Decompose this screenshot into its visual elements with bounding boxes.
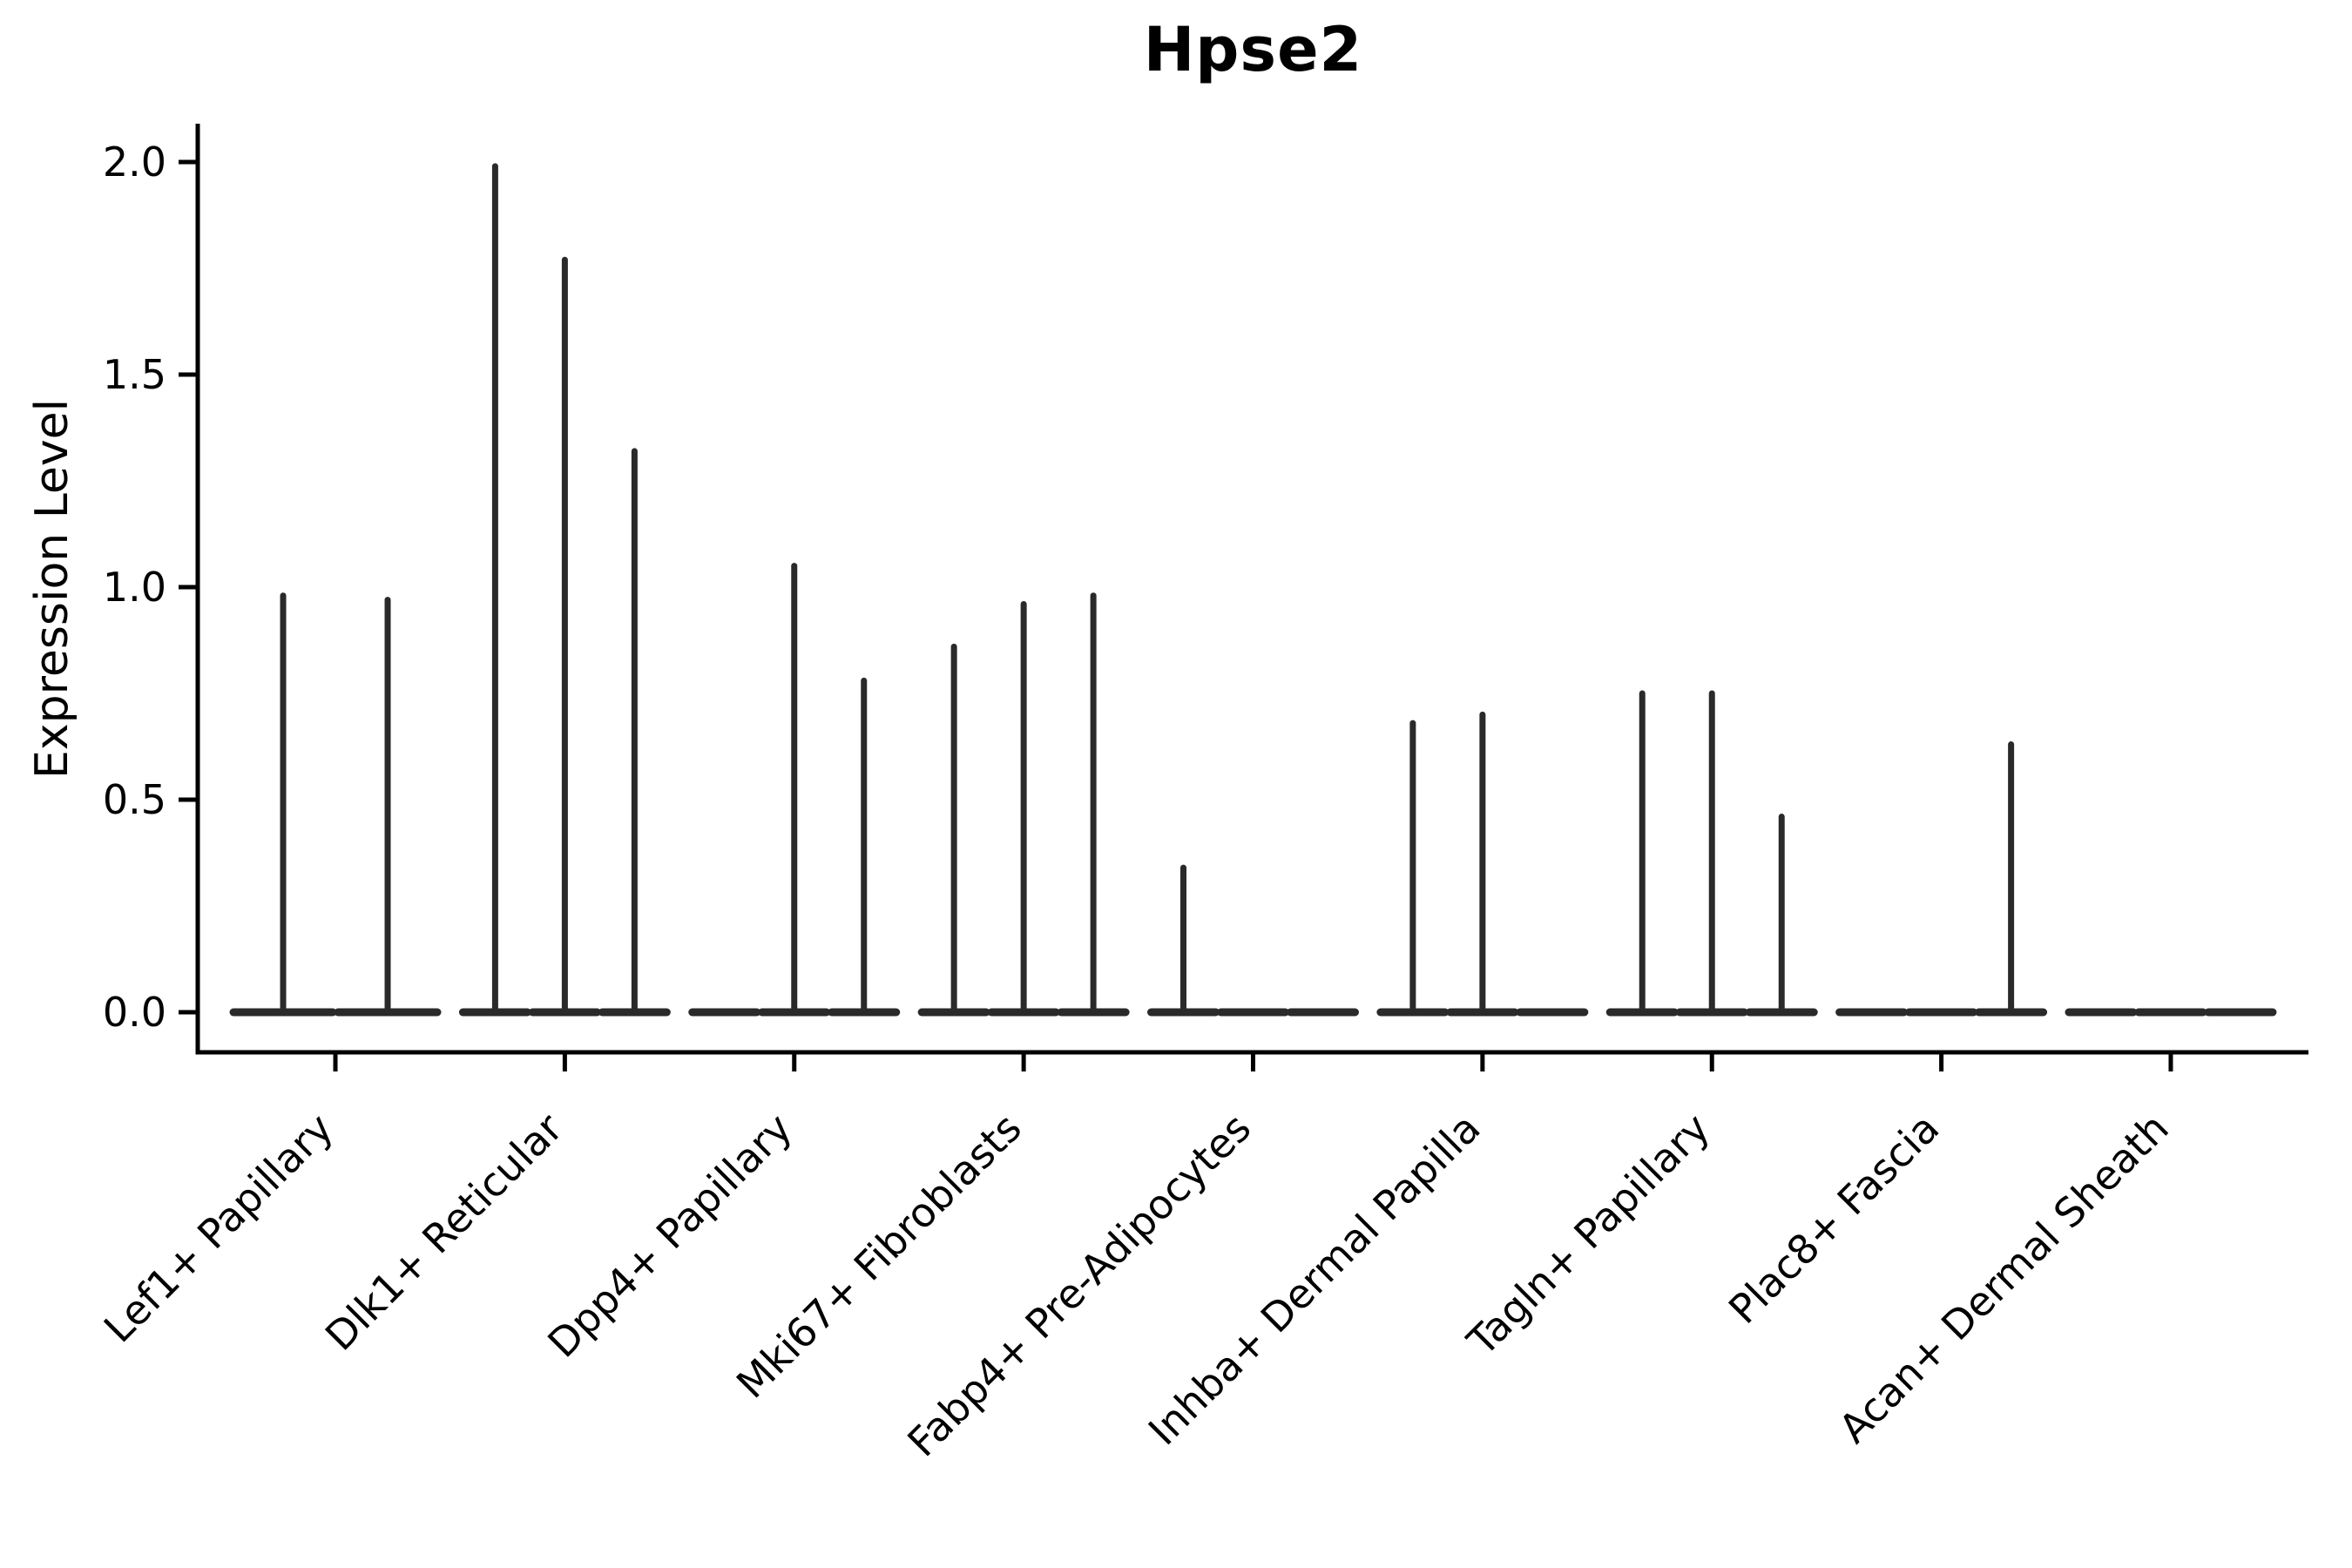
x-tick-label: Plac8+ Fascia (1720, 1105, 1948, 1333)
chart-title: Hpse2 (1143, 14, 1363, 85)
y-tick-label: 1.0 (103, 564, 166, 611)
x-tick-label: Tagln+ Papillary (1457, 1105, 1719, 1366)
y-tick-label: 0.0 (103, 989, 166, 1036)
x-tick-label: Lef1+ Papillary (95, 1105, 342, 1352)
y-tick-label: 0.5 (103, 776, 166, 823)
x-tick-label: Dpp4+ Papillary (538, 1105, 801, 1367)
y-tick-label: 1.5 (103, 351, 166, 398)
y-tick-label: 2.0 (103, 139, 166, 186)
x-tick-label: Dlk1+ Reticular (316, 1105, 571, 1360)
